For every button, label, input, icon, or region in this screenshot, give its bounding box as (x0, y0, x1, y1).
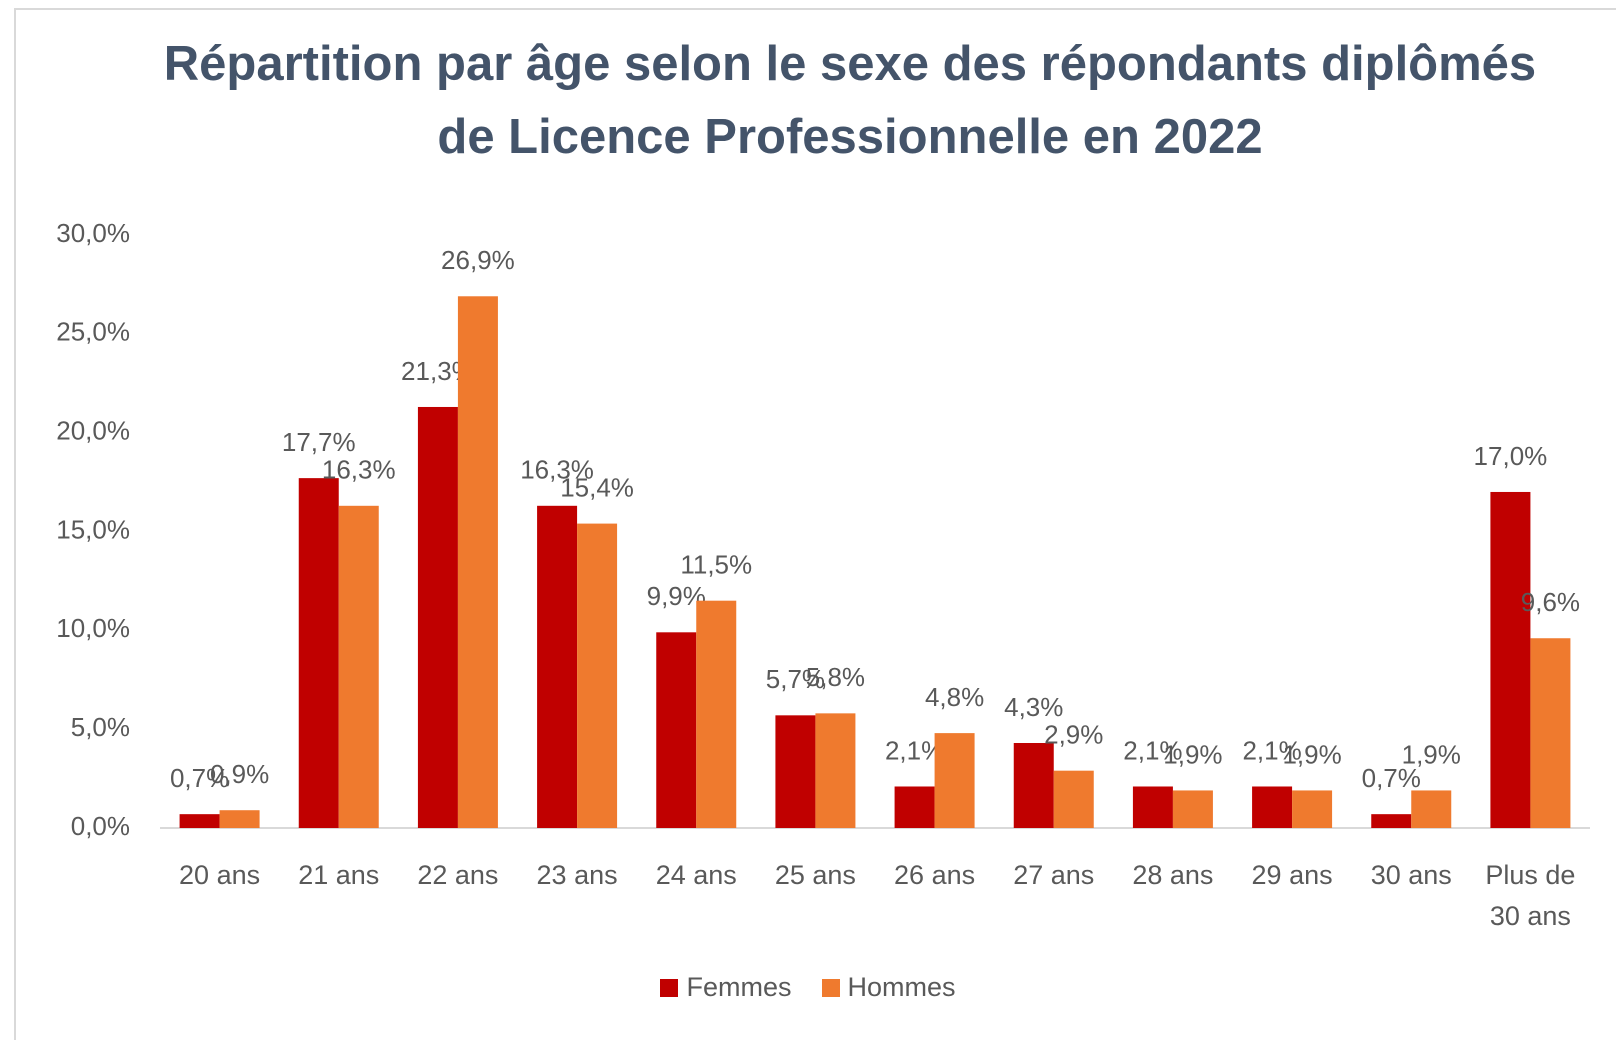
bar (894, 786, 935, 828)
y-tick-label: 5,0% (71, 712, 130, 742)
x-tick-label: 22 ans (417, 860, 499, 890)
y-tick-label: 15,0% (56, 514, 130, 544)
data-label: 26,9% (441, 245, 515, 275)
x-tick-label: Plus de 30 ans (1485, 860, 1576, 931)
x-tick-label: 23 ans (536, 860, 618, 890)
data-label: 1,9% (1163, 739, 1222, 769)
chart-title: Répartition par âge selon le sexe des ré… (163, 37, 1537, 164)
bar (1490, 491, 1531, 828)
y-tick-label: 10,0% (56, 613, 130, 643)
legend: Femmes Hommes (0, 972, 1616, 1003)
legend-item: Hommes (821, 972, 956, 1003)
bar (577, 523, 618, 828)
bar (1013, 743, 1054, 828)
y-tick-label: 30,0% (56, 218, 130, 248)
bar (417, 406, 458, 828)
bar (1132, 786, 1173, 828)
bar (815, 713, 856, 828)
data-label: 5,7% (766, 664, 825, 694)
bar (457, 296, 498, 828)
bar (298, 478, 339, 828)
data-label: 0,7% (1362, 763, 1421, 793)
data-label: 16,3% (520, 455, 594, 485)
data-label: 17,0% (1474, 441, 1548, 471)
data-label: 2,1% (1242, 735, 1301, 765)
x-tick-label: 27 ans (1013, 860, 1095, 890)
bar (219, 810, 260, 828)
legend-label: Hommes (847, 972, 956, 1002)
chart-border (14, 8, 1616, 1040)
bar (1371, 814, 1412, 828)
y-tick-label: 20,0% (56, 416, 130, 446)
bar (338, 505, 379, 828)
data-label: 16,3% (322, 455, 396, 485)
x-tick-label: 25 ans (774, 860, 856, 890)
x-tick-label: 26 ans (894, 860, 976, 890)
data-label: 0,9% (210, 759, 269, 789)
bar (1053, 770, 1094, 828)
legend-swatch (821, 978, 840, 997)
data-label: 4,8% (925, 682, 984, 712)
bar (1252, 786, 1293, 828)
data-label: 17,7% (282, 427, 356, 457)
x-tick-label: 30 ans (1370, 860, 1452, 890)
x-tick-label: 20 ans (179, 860, 261, 890)
x-tick-label: 28 ans (1132, 860, 1214, 890)
bar (1411, 790, 1452, 828)
y-tick-label: 25,0% (56, 317, 130, 347)
data-label: 9,9% (647, 581, 706, 611)
data-label: 1,9% (1282, 739, 1341, 769)
legend-label: Femmes (686, 972, 792, 1002)
data-label: 1,9% (1402, 739, 1461, 769)
data-label: 11,5% (680, 550, 752, 580)
data-label: 5,8% (806, 662, 865, 692)
legend-swatch (660, 978, 679, 997)
bar (179, 814, 220, 828)
bar (656, 632, 697, 828)
legend-item: Femmes (660, 972, 792, 1003)
bar (537, 505, 578, 828)
bar (1530, 638, 1571, 828)
bar (934, 733, 975, 828)
bar (696, 600, 737, 828)
bar (1292, 790, 1333, 828)
data-label: 0,7% (170, 763, 229, 793)
data-label: 2,1% (885, 735, 944, 765)
data-label: 4,3% (1004, 692, 1063, 722)
x-tick-label: 24 ans (655, 860, 737, 890)
data-label: 9,6% (1521, 587, 1580, 617)
data-label: 15,4% (560, 472, 634, 502)
y-tick-label: 0,0% (71, 811, 130, 841)
x-tick-label: 29 ans (1251, 860, 1333, 890)
x-tick-label: 21 ans (298, 860, 380, 890)
data-label: 2,1% (1123, 735, 1182, 765)
bar (775, 715, 816, 828)
data-label: 2,9% (1044, 720, 1103, 750)
bar (1172, 790, 1213, 828)
